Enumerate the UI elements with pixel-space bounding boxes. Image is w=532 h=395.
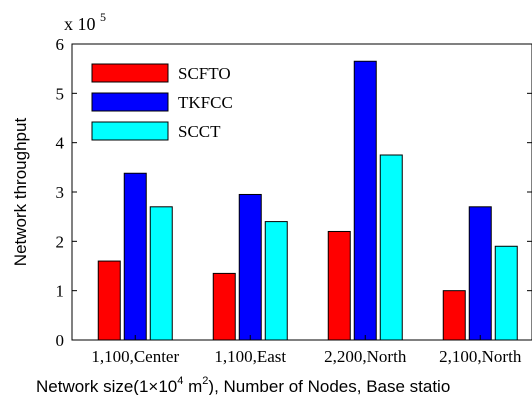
x-ticks: 1,100,Center 1,100,East 2,200,North 2,100,N… [91, 335, 522, 366]
legend: SCFTO TKFCC SCCT [91, 63, 233, 141]
legend-label-tkfcc: TKFCC [178, 93, 233, 112]
y-multiplier-exp: 5 [100, 10, 106, 24]
bars [97, 60, 518, 341]
bar-tkfcc [123, 172, 147, 341]
x-axis-label-sup2: 2 [202, 375, 208, 387]
x-axis-label-post: ), Number of Nodes, Base statio [208, 377, 450, 395]
x-tick-label: 1,100,Center [91, 347, 179, 366]
legend-swatch-scfto [91, 63, 169, 83]
y-multiplier: x 10 5 [64, 10, 106, 34]
y-axis-label: Network throughput [11, 118, 30, 267]
bar-scfto [327, 230, 351, 341]
legend-swatch-tkfcc [91, 92, 169, 112]
x-tick-label: 2,100,North [439, 347, 522, 366]
legend-label-scct: SCCT [178, 122, 221, 141]
x-tick-label: 2,200,North [324, 347, 407, 366]
bar-scfto [442, 290, 466, 341]
y-tick-label: 3 [56, 183, 65, 202]
bar-scct [264, 221, 288, 341]
y-tick-label: 6 [56, 35, 65, 54]
bar-scfto [212, 272, 236, 341]
legend-label-scfto: SCFTO [178, 64, 231, 83]
bar-scct [149, 206, 173, 341]
y-tick-label: 5 [56, 84, 65, 103]
bar-scct [494, 245, 518, 341]
x-axis-label: Network size(1×104 m2), Number of Nodes,… [36, 375, 450, 395]
y-tick-label: 1 [56, 282, 65, 301]
x-axis-label-pre: Network size(1×10 [36, 377, 177, 395]
y-ticks: 0 1 2 3 4 5 6 [56, 35, 532, 350]
y-tick-label: 0 [56, 331, 65, 350]
y-multiplier-base: x 10 [64, 14, 96, 34]
legend-swatch-scct [91, 121, 169, 141]
x-axis-label-sup: 4 [177, 375, 183, 387]
y-tick-label: 4 [56, 134, 65, 153]
bar-scfto [97, 260, 121, 341]
bar-scct [379, 154, 403, 341]
x-axis-label-mid: m [183, 377, 202, 395]
bar-tkfcc [353, 60, 377, 341]
x-tick-label: 1,100,East [214, 347, 286, 366]
y-tick-label: 2 [56, 232, 65, 251]
bar-tkfcc [468, 206, 492, 341]
bar-tkfcc [238, 193, 262, 341]
